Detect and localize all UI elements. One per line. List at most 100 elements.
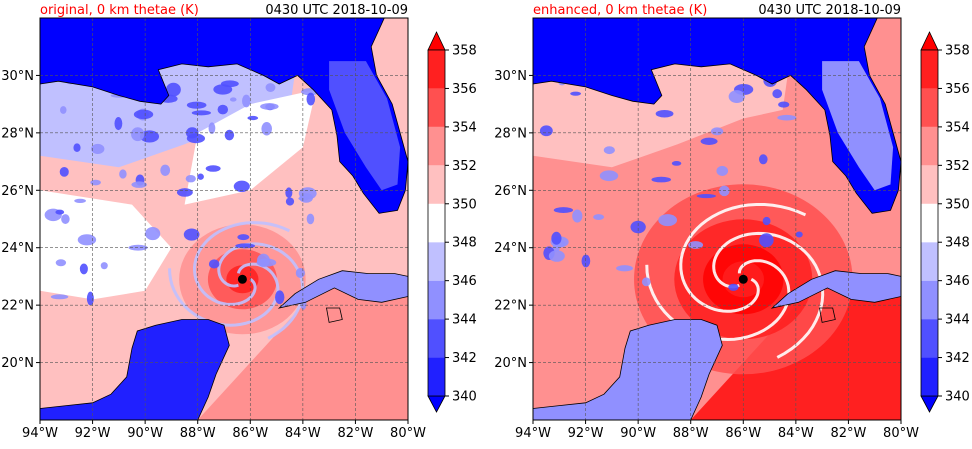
convective-cell xyxy=(553,207,574,214)
convective-cell xyxy=(131,181,147,188)
land-us xyxy=(40,18,408,214)
convective-cell xyxy=(285,197,295,206)
convective-cell xyxy=(710,127,724,136)
coastline xyxy=(770,270,901,309)
convective-cell xyxy=(593,214,605,221)
convective-cell xyxy=(224,129,235,141)
y-tick-label: 26°N xyxy=(494,184,527,199)
colorbar-label: 344 xyxy=(945,313,970,328)
convective-cell xyxy=(603,146,615,155)
x-tick-label: 94°W xyxy=(515,426,551,441)
coastline xyxy=(533,319,723,420)
convective-cell xyxy=(208,122,216,134)
convective-cell xyxy=(131,127,145,142)
x-tick-label: 88°W xyxy=(180,426,216,441)
convective-cell xyxy=(186,133,206,144)
spiral-band xyxy=(192,221,290,306)
convective-cell xyxy=(242,94,251,108)
colorbar-label: 348 xyxy=(945,236,970,251)
convective-cell xyxy=(50,294,69,300)
florida-peninsula xyxy=(822,61,894,191)
colorbar-label: 350 xyxy=(452,197,477,212)
convective-cell xyxy=(91,143,105,155)
convective-cell xyxy=(572,209,583,223)
neutral-region xyxy=(184,89,316,205)
convective-cell xyxy=(233,180,250,193)
convective-cell xyxy=(73,143,81,152)
convective-cell xyxy=(237,234,250,241)
convective-cell xyxy=(306,213,315,225)
y-tick-label: 20°N xyxy=(1,356,34,371)
convective-cell xyxy=(160,164,171,176)
convective-cell xyxy=(100,262,108,270)
gridlines xyxy=(533,18,901,420)
axes-frame xyxy=(39,17,409,421)
colorbar-extend-min xyxy=(920,395,939,413)
colorbar-label: 346 xyxy=(452,274,477,289)
convective-cell xyxy=(197,173,204,180)
colorbar-extend-max xyxy=(427,31,446,51)
convective-cell xyxy=(759,233,774,248)
convective-cell xyxy=(552,243,560,252)
colorbar-label: 342 xyxy=(945,351,970,366)
convective-cell xyxy=(114,117,123,131)
convective-cell xyxy=(185,174,196,183)
colorbar-label: 340 xyxy=(452,390,477,405)
convective-cell xyxy=(79,263,88,275)
y-tick-label: 20°N xyxy=(494,356,527,371)
storm-center-marker xyxy=(237,274,247,284)
convective-cell xyxy=(539,125,553,137)
colorbar-label: 356 xyxy=(452,82,477,97)
x-tick-label: 82°W xyxy=(337,426,373,441)
convective-cell xyxy=(186,101,207,109)
spiral-band xyxy=(679,203,807,313)
x-tick-label: 92°W xyxy=(568,426,604,441)
colorbar-label: 354 xyxy=(452,120,477,135)
colorbar-label: 356 xyxy=(945,82,970,97)
convective-cell xyxy=(59,166,69,177)
convective-cell xyxy=(570,91,582,96)
x-tick-label: 86°W xyxy=(232,426,268,441)
convective-cell xyxy=(700,137,718,145)
convective-cell xyxy=(651,176,672,183)
colorbar-label: 352 xyxy=(945,159,970,174)
x-tick-label: 88°W xyxy=(673,426,709,441)
colorbar-segment xyxy=(428,50,445,89)
x-tick-label: 80°W xyxy=(883,426,919,441)
colorbar-segment xyxy=(921,126,938,166)
convective-cell xyxy=(61,214,70,224)
colorbar-frame xyxy=(920,49,939,397)
convective-cell xyxy=(205,165,221,172)
y-tick-label: 30°N xyxy=(1,69,34,84)
coastline xyxy=(40,319,230,420)
convective-cell xyxy=(217,104,229,115)
colorbar-segment xyxy=(921,203,938,243)
convective-cell xyxy=(128,244,148,251)
colorbar-segment xyxy=(921,242,938,281)
convective-cell xyxy=(299,192,313,203)
convective-cell xyxy=(548,250,565,262)
convective-cell xyxy=(229,97,237,102)
convective-cell xyxy=(295,267,305,278)
colorbar-segment xyxy=(428,357,445,396)
colorbar-label: 352 xyxy=(452,159,477,174)
convective-cell xyxy=(183,228,200,241)
colorbar-right: 340 342 344 346 348 350 352 354 356 358 xyxy=(920,31,970,413)
convective-cell xyxy=(220,80,239,88)
coastline xyxy=(40,18,408,214)
colorbar-segment xyxy=(921,88,938,127)
panel-original: original, 0 km thetae (K) 0430 UTC 2018-1… xyxy=(1,3,426,441)
spiral-band xyxy=(712,231,825,359)
y-tick-label: 24°N xyxy=(1,241,34,256)
colorbar-frame xyxy=(427,49,446,397)
coastline xyxy=(277,270,408,309)
colorbar-extend-max xyxy=(920,31,939,51)
colorbar-label: 348 xyxy=(452,236,477,251)
convective-cell xyxy=(139,130,160,143)
x-tick-label: 94°W xyxy=(22,426,58,441)
y-tick-label: 24°N xyxy=(494,241,527,256)
convective-cell xyxy=(599,170,619,182)
convective-cell xyxy=(795,231,803,238)
colorbar-segment xyxy=(428,126,445,166)
land-cuba xyxy=(772,270,901,308)
